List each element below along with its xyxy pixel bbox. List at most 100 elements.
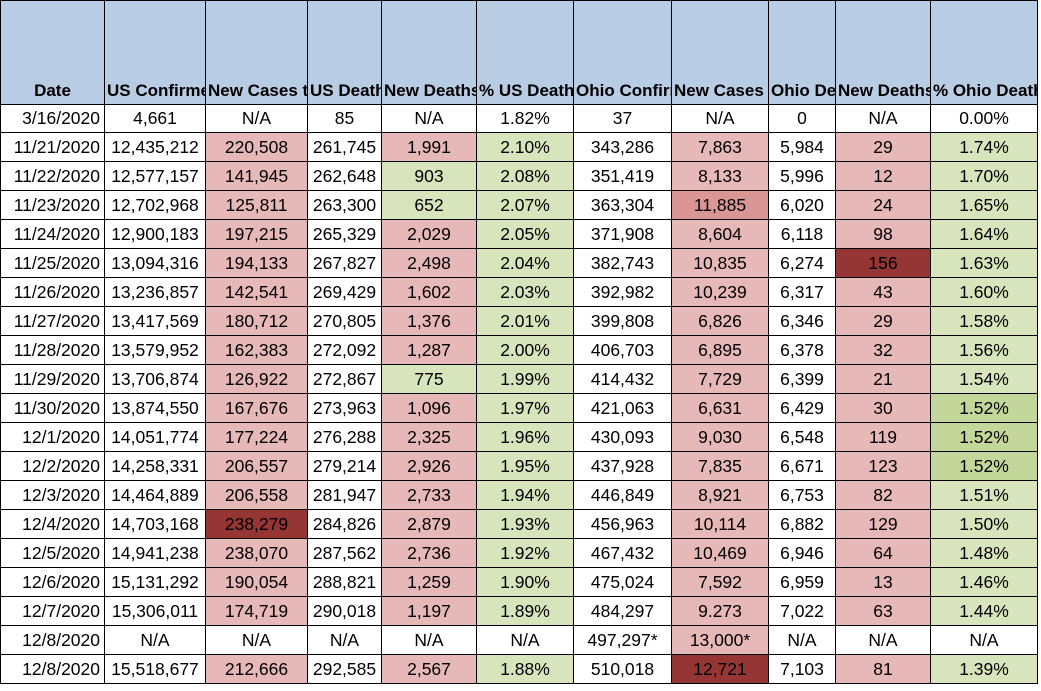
ohio-new-cases-cell: 13,000* bbox=[671, 625, 769, 655]
header-us-new-deaths: New Deaths to Previous Day bbox=[381, 0, 477, 105]
us-new-cases-cell: 238,279 bbox=[205, 509, 308, 539]
ohio-new-deaths-cell: 24 bbox=[835, 190, 931, 220]
us-confirmed-cell: 13,236,857 bbox=[104, 277, 206, 307]
us-new-deaths-cell: 2,736 bbox=[381, 538, 477, 568]
ohio-confirmed-cell: 406,703 bbox=[573, 335, 672, 365]
us-new-deaths-cell: 1,602 bbox=[381, 277, 477, 307]
date-cell: 11/25/2020 bbox=[0, 248, 105, 278]
us-death-rate-cell: 1.99% bbox=[476, 364, 574, 394]
ohio-new-deaths-cell: 43 bbox=[835, 277, 931, 307]
ohio-new-deaths-cell: 156 bbox=[835, 248, 931, 278]
us-new-deaths-cell: 1,991 bbox=[381, 132, 477, 162]
us-new-deaths-cell: 2,029 bbox=[381, 219, 477, 249]
us-new-deaths-cell: 2,567 bbox=[381, 654, 477, 684]
table-row: 11/23/2020 12,702,968 125,811 263,300 652 2.0… bbox=[0, 190, 1038, 220]
ohio-confirmed-cell: 456,963 bbox=[573, 509, 672, 539]
date-cell: 11/21/2020 bbox=[0, 132, 105, 162]
us-new-cases-cell: 212,666 bbox=[205, 654, 308, 684]
ohio-confirmed-cell: 351,419 bbox=[573, 161, 672, 191]
us-death-rate-cell: 1.96% bbox=[476, 422, 574, 452]
table-row: 12/8/2020 N/A N/A N/A N/A N/A 497,297* 13,000* N… bbox=[0, 625, 1038, 655]
ohio-new-cases-cell: 10,239 bbox=[671, 277, 769, 307]
ohio-death-rate-cell: 1.52% bbox=[930, 422, 1038, 452]
ohio-new-deaths-cell: 64 bbox=[835, 538, 931, 568]
us-death-rate-cell: 1.97% bbox=[476, 393, 574, 423]
us-confirmed-cell: 15,131,292 bbox=[104, 567, 206, 597]
us-death-rate-cell: 2.01% bbox=[476, 306, 574, 336]
ohio-deaths-cell: 7,022 bbox=[768, 596, 836, 626]
us-new-cases-cell: 220,508 bbox=[205, 132, 308, 162]
date-cell: 12/1/2020 bbox=[0, 422, 105, 452]
us-deaths-cell: 287,562 bbox=[307, 538, 382, 568]
ohio-death-rate-cell: 1.63% bbox=[930, 248, 1038, 278]
table-row: 11/21/2020 12,435,212 220,508 261,745 1,991 2… bbox=[0, 132, 1038, 162]
us-new-cases-cell: 126,922 bbox=[205, 364, 308, 394]
ohio-deaths-cell: 0 bbox=[768, 104, 836, 133]
us-new-deaths-cell: 2,733 bbox=[381, 480, 477, 510]
us-confirmed-cell: 14,258,331 bbox=[104, 451, 206, 481]
ohio-new-deaths-cell: 129 bbox=[835, 509, 931, 539]
header-ohio-confirmed-cases: Ohio Confirmed Cases bbox=[573, 0, 672, 105]
ohio-new-cases-cell: 7,592 bbox=[671, 567, 769, 597]
table-row: 11/25/2020 13,094,316 194,133 267,827 2,498 2… bbox=[0, 248, 1038, 278]
header-date: Date bbox=[0, 0, 105, 105]
date-cell: 11/26/2020 bbox=[0, 277, 105, 307]
us-new-cases-cell: 194,133 bbox=[205, 248, 308, 278]
ohio-new-deaths-cell: 123 bbox=[835, 451, 931, 481]
us-new-deaths-cell: 903 bbox=[381, 161, 477, 191]
date-cell: 12/4/2020 bbox=[0, 509, 105, 539]
ohio-deaths-cell: 6,946 bbox=[768, 538, 836, 568]
ohio-new-deaths-cell: 82 bbox=[835, 480, 931, 510]
us-confirmed-cell: 14,464,889 bbox=[104, 480, 206, 510]
us-death-rate-cell: 1.92% bbox=[476, 538, 574, 568]
us-new-cases-cell: 206,558 bbox=[205, 480, 308, 510]
us-new-cases-cell: 167,676 bbox=[205, 393, 308, 423]
us-new-cases-cell: 238,070 bbox=[205, 538, 308, 568]
header-ohio-deaths: Ohio Deaths bbox=[768, 0, 836, 105]
ohio-confirmed-cell: 343,286 bbox=[573, 132, 672, 162]
us-new-cases-cell: 142,541 bbox=[205, 277, 308, 307]
ohio-new-cases-cell: 12,721 bbox=[671, 654, 769, 684]
ohio-confirmed-cell: 371,908 bbox=[573, 219, 672, 249]
ohio-new-cases-cell: 6,826 bbox=[671, 306, 769, 336]
ohio-deaths-cell: 6,429 bbox=[768, 393, 836, 423]
us-death-rate-cell: 2.08% bbox=[476, 161, 574, 191]
ohio-confirmed-cell: 497,297* bbox=[573, 625, 672, 655]
ohio-new-cases-cell: N/A bbox=[671, 104, 769, 133]
us-deaths-cell: 263,300 bbox=[307, 190, 382, 220]
us-new-cases-cell: N/A bbox=[205, 104, 308, 133]
us-new-cases-cell: 206,557 bbox=[205, 451, 308, 481]
ohio-death-rate-cell: 1.39% bbox=[930, 654, 1038, 684]
us-confirmed-cell: 14,703,168 bbox=[104, 509, 206, 539]
us-new-deaths-cell: 2,325 bbox=[381, 422, 477, 452]
us-new-deaths-cell: 1,197 bbox=[381, 596, 477, 626]
us-new-deaths-cell: N/A bbox=[381, 104, 477, 133]
ohio-new-cases-cell: 10,114 bbox=[671, 509, 769, 539]
ohio-deaths-cell: 6,274 bbox=[768, 248, 836, 278]
us-confirmed-cell: 13,874,550 bbox=[104, 393, 206, 423]
us-new-deaths-cell: 1,376 bbox=[381, 306, 477, 336]
table-row: 11/26/2020 13,236,857 142,541 269,429 1,602 2… bbox=[0, 277, 1038, 307]
ohio-confirmed-cell: 430,093 bbox=[573, 422, 672, 452]
date-cell: 12/5/2020 bbox=[0, 538, 105, 568]
ohio-death-rate-cell: 1.52% bbox=[930, 451, 1038, 481]
date-cell: 12/8/2020 bbox=[0, 625, 105, 655]
ohio-new-cases-cell: 6,895 bbox=[671, 335, 769, 365]
header-row: Date US Confirmed Cases New Cases to Pre… bbox=[0, 0, 1038, 105]
date-cell: 11/22/2020 bbox=[0, 161, 105, 191]
table-row: 12/1/2020 14,051,774 177,224 276,288 2,325 1.… bbox=[0, 422, 1038, 452]
ohio-death-rate-cell: 1.65% bbox=[930, 190, 1038, 220]
us-deaths-cell: 262,648 bbox=[307, 161, 382, 191]
ohio-death-rate-cell: 1.51% bbox=[930, 480, 1038, 510]
ohio-new-cases-cell: 9,030 bbox=[671, 422, 769, 452]
ohio-confirmed-cell: 437,928 bbox=[573, 451, 672, 481]
us-death-rate-cell: 1.90% bbox=[476, 567, 574, 597]
ohio-confirmed-cell: 363,304 bbox=[573, 190, 672, 220]
ohio-death-rate-cell: 1.52% bbox=[930, 393, 1038, 423]
ohio-confirmed-cell: 446,849 bbox=[573, 480, 672, 510]
us-death-rate-cell: 2.05% bbox=[476, 219, 574, 249]
header-ohio-new-cases: New Cases to previous Day bbox=[671, 0, 769, 105]
ohio-confirmed-cell: 414,432 bbox=[573, 364, 672, 394]
us-confirmed-cell: 13,579,952 bbox=[104, 335, 206, 365]
